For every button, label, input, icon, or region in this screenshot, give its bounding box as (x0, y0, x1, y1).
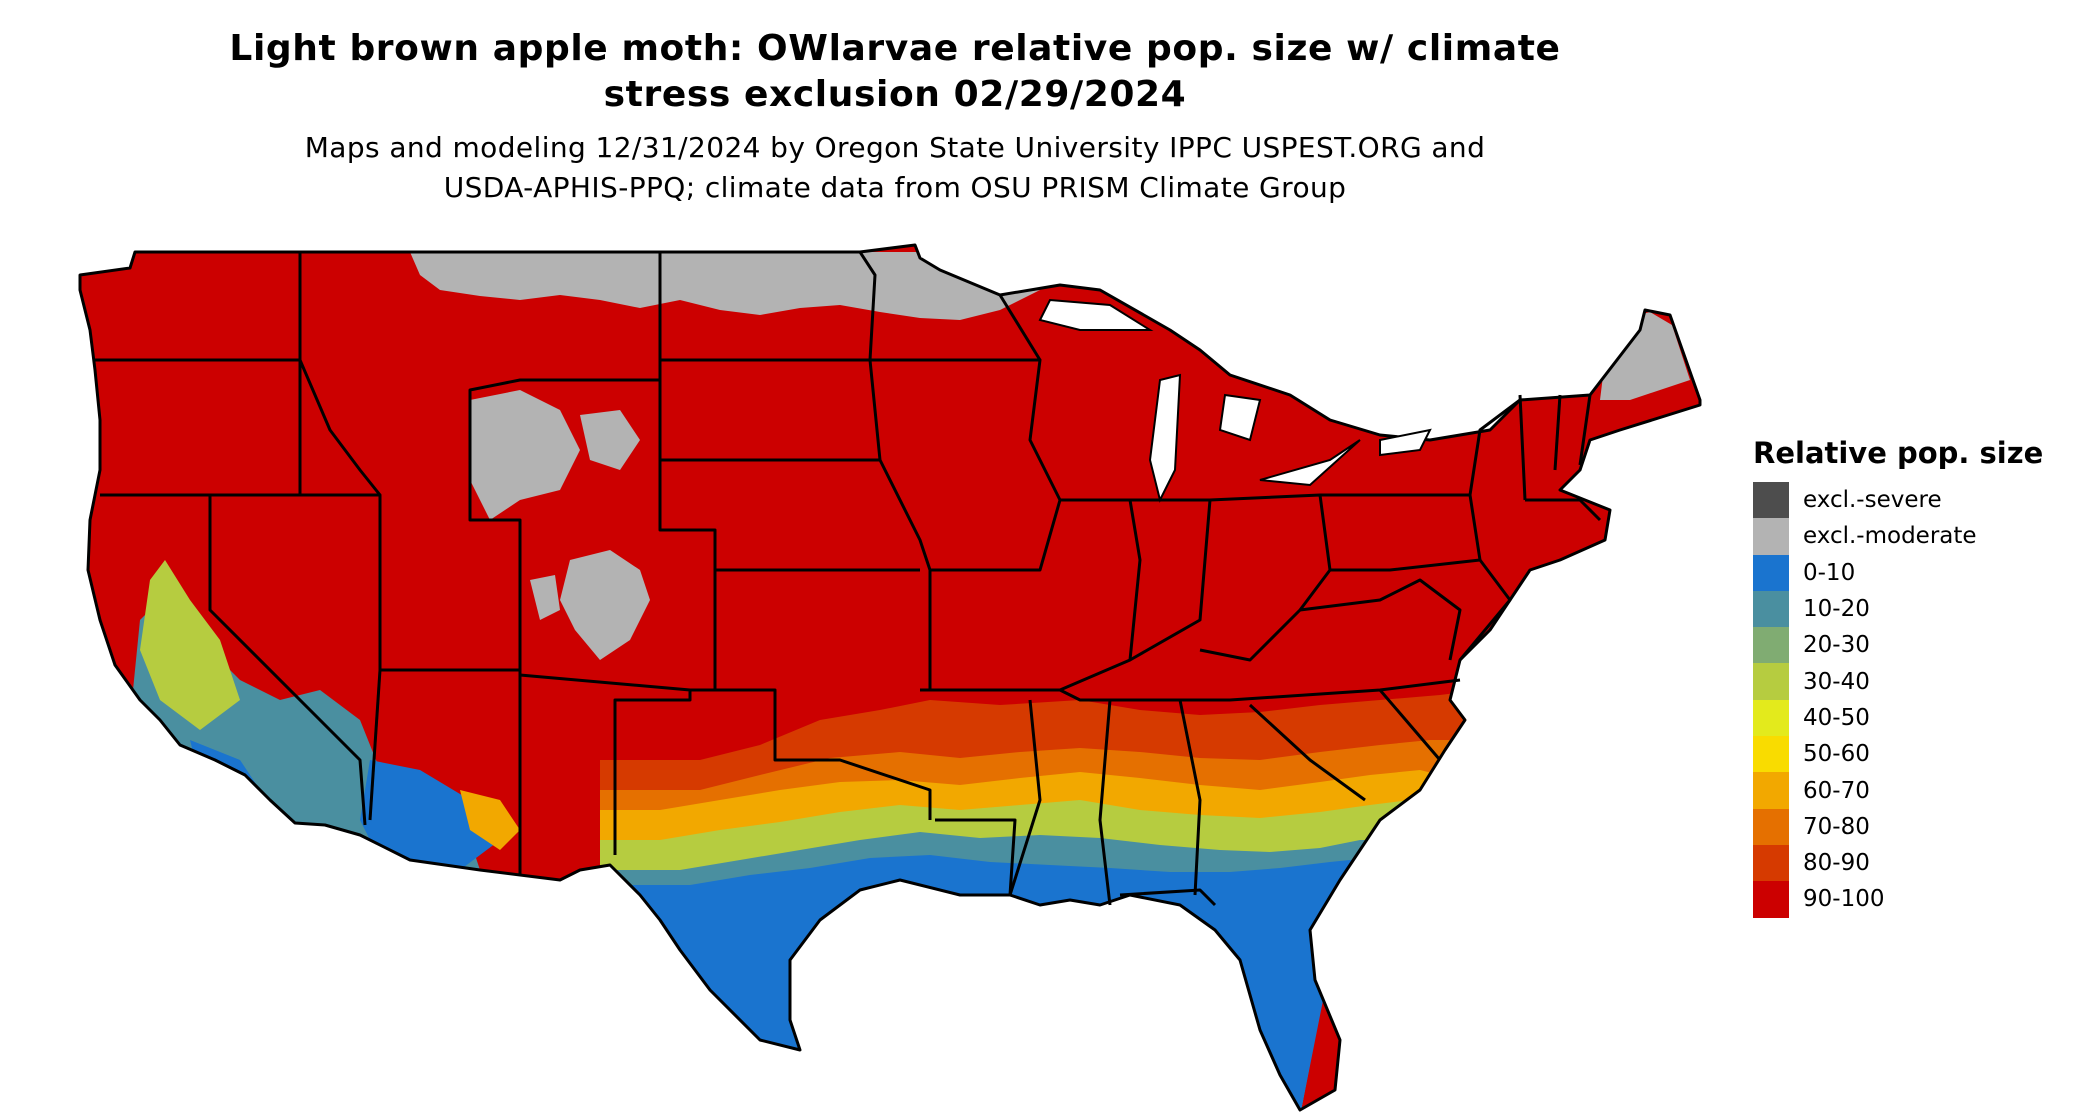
legend-label: 10-20 (1803, 596, 1870, 623)
legend-swatch (1753, 590, 1789, 628)
legend-item: 40-50 (1753, 699, 2093, 737)
legend-label: 50-60 (1803, 741, 1870, 768)
legend-label: 0-10 (1803, 559, 1856, 586)
legend-label: 70-80 (1803, 813, 1870, 840)
legend-swatch (1753, 881, 1789, 918)
legend-swatch (1753, 808, 1789, 845)
legend-item: 50-60 (1753, 736, 2093, 773)
us-map (0, 220, 1740, 1116)
legend-label: 80-90 (1803, 850, 1870, 877)
legend-swatch (1753, 627, 1789, 664)
legend-swatch (1753, 518, 1789, 555)
excl-colorado-2 (530, 575, 560, 620)
band-sw-0-10 (360, 760, 500, 870)
excl-wyoming (470, 390, 580, 520)
map-title-line-1: Light brown apple moth: OWlarvae relativ… (229, 28, 1561, 69)
map-subtitle-line-2: USDA-APHIS-PPQ; climate data from OSU PR… (443, 171, 1347, 204)
legend-item: 80-90 (1753, 844, 2093, 882)
legend-swatch (1753, 736, 1789, 773)
legend-swatch (1753, 699, 1789, 737)
legend-label: excl.-moderate (1803, 523, 1977, 550)
map-subtitle: Maps and modeling 12/31/2024 by Oregon S… (0, 128, 1790, 208)
legend-item: 60-70 (1753, 772, 2093, 809)
legend-swatch (1753, 772, 1789, 809)
legend-item: 90-100 (1753, 881, 2093, 918)
band-sw-30-40 (140, 560, 240, 730)
legend-label: excl.-severe (1803, 487, 1942, 514)
legend-item: excl.-moderate (1753, 518, 2093, 555)
excl-colorado (560, 550, 650, 660)
legend-swatch (1753, 554, 1789, 591)
legend-item: 0-10 (1753, 554, 2093, 591)
great-lakes (1038, 298, 1432, 503)
legend-item: 70-80 (1753, 808, 2093, 845)
legend-swatch (1753, 663, 1789, 700)
legend-label: 60-70 (1803, 777, 1870, 804)
legend-swatch (1753, 482, 1789, 519)
legend-label: 30-40 (1803, 668, 1870, 695)
excl-wyoming-2 (580, 410, 640, 470)
legend-item: 20-30 (1753, 627, 2093, 664)
legend-title: Relative pop. size (1753, 436, 2044, 470)
state-borders (78, 243, 1702, 1112)
legend-label: 20-30 (1803, 632, 1870, 659)
band-sw-60-70 (460, 790, 520, 850)
legend-label: 90-100 (1803, 886, 1885, 913)
legend: Relative pop. size excl.-severe excl.-mo… (1753, 434, 2093, 918)
map-subtitle-line-1: Maps and modeling 12/31/2024 by Oregon S… (304, 131, 1486, 164)
legend-items: excl.-severe excl.-moderate 0-10 10-20 2… (1753, 482, 2093, 918)
map-title: Light brown apple moth: OWlarvae relativ… (0, 26, 1790, 118)
excl-north-band (410, 252, 1040, 320)
legend-item: excl.-severe (1753, 482, 2093, 519)
legend-label: 40-50 (1803, 704, 1870, 731)
legend-item: 30-40 (1753, 663, 2093, 700)
map-title-line-2: stress exclusion 02/29/2024 (603, 74, 1187, 115)
legend-item: 10-20 (1753, 590, 2093, 628)
legend-swatch (1753, 844, 1789, 882)
